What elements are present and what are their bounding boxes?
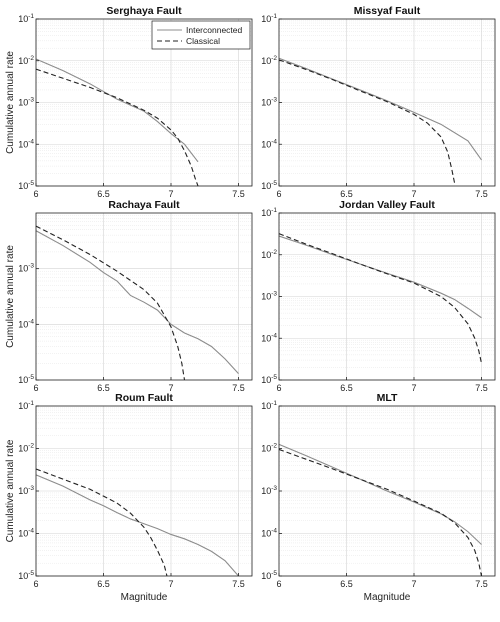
x-tick-label: 7	[411, 189, 416, 199]
series-interconnected-line	[35, 230, 239, 375]
y-tick-label: 10-2	[261, 443, 277, 454]
legend-label: Classical	[186, 36, 220, 46]
y-tick-label: 10-1	[18, 13, 34, 24]
series-classical-line	[278, 59, 456, 183]
panel-4: 6 6.5 7 7.5 10-5 10-4 10-3 10-2 10-1 Jordan Valle…	[261, 199, 496, 393]
y-tick-label: 10-1	[261, 400, 277, 411]
x-tick-label: 7	[168, 383, 173, 393]
x-tick-label: 6	[33, 383, 38, 393]
y-tick-label: 10-3	[18, 263, 34, 274]
y-tick-label: 10-4	[18, 318, 34, 329]
series-classical-line	[35, 468, 168, 577]
panel-3: 6 6.5 7 7.5 10-5 10-4 10-3 Rachaya Fault Cumulat…	[5, 199, 253, 393]
x-tick-label: 7	[411, 579, 416, 589]
panel-title: Missyaf Fault	[354, 5, 421, 17]
y-tick-label: 10-3	[261, 291, 277, 302]
x-tick-label: 6	[276, 383, 281, 393]
y-tick-label: 10-5	[261, 570, 277, 581]
x-tick-label: 6.5	[340, 189, 353, 199]
y-tick-label: 10-2	[261, 249, 277, 260]
y-axis-label: Cumulative annual rate	[5, 245, 16, 348]
x-tick-label: 7	[411, 383, 416, 393]
series-interconnected-line	[278, 443, 482, 545]
x-axis-label: Magnitude	[121, 592, 168, 603]
y-axis-label: Cumulative annual rate	[5, 51, 16, 154]
series-classical-line	[35, 225, 186, 381]
y-tick-label: 10-2	[18, 443, 34, 454]
legend-box	[151, 20, 251, 50]
panel-title: Roum Fault	[115, 392, 173, 404]
x-tick-label: 6.5	[97, 189, 110, 199]
x-axis-label: Magnitude	[364, 592, 411, 603]
y-tick-label: 10-5	[261, 374, 277, 385]
y-tick-label: 10-4	[261, 332, 277, 343]
series-interconnected-line	[278, 57, 482, 161]
x-tick-label: 6.5	[340, 579, 353, 589]
x-tick-label: 6.5	[97, 383, 110, 393]
y-axis-label: Cumulative annual rate	[5, 439, 16, 542]
x-tick-label: 6.5	[340, 383, 353, 393]
y-tick-label: 10-2	[18, 55, 34, 66]
y-tick-label: 10-1	[261, 207, 277, 218]
series-classical-line	[35, 68, 199, 187]
series-interconnected-line	[278, 235, 482, 319]
y-tick-label: 10-3	[261, 97, 277, 108]
x-tick-label: 7.5	[232, 383, 245, 393]
x-tick-label: 7	[168, 579, 173, 589]
y-tick-label: 10-5	[18, 570, 34, 581]
legend-label: Interconnected	[186, 25, 243, 35]
y-tick-label: 10-2	[261, 55, 277, 66]
x-tick-label: 6.5	[97, 579, 110, 589]
panel-title: Serghaya Fault	[106, 5, 182, 17]
panel-title: Rachaya Fault	[108, 199, 180, 211]
series-interconnected-line	[35, 58, 199, 163]
x-tick-label: 6	[33, 189, 38, 199]
y-tick-label: 10-5	[18, 374, 34, 385]
y-tick-label: 10-1	[18, 400, 34, 411]
y-tick-label: 10-4	[18, 138, 34, 149]
y-tick-label: 10-3	[18, 485, 34, 496]
panel-6: 6 6.5 7 7.5 10-5 10-4 10-3 10-2 10-1 MLT Magnitude	[261, 392, 496, 603]
x-tick-label: 6	[276, 189, 281, 199]
x-tick-label: 7.5	[232, 189, 245, 199]
x-tick-label: 7.5	[475, 579, 488, 589]
panel-title: MLT	[377, 392, 398, 404]
panel-2: 6 6.5 7 7.5 10-5 10-4 10-3 10-2 10-1 Missyaf Faul…	[261, 5, 496, 199]
panel-title: Jordan Valley Fault	[339, 199, 435, 211]
x-tick-label: 6	[33, 579, 38, 589]
series-classical-line	[278, 233, 483, 364]
y-tick-label: 10-5	[261, 180, 277, 191]
series-interconnected-line	[35, 474, 239, 577]
y-tick-label: 10-5	[18, 180, 34, 191]
y-tick-label: 10-3	[18, 97, 34, 108]
y-tick-label: 10-4	[18, 528, 34, 539]
y-tick-label: 10-4	[261, 138, 277, 149]
plot-area	[36, 213, 252, 380]
x-tick-label: 6	[276, 579, 281, 589]
x-tick-label: 7.5	[475, 189, 488, 199]
y-tick-label: 10-1	[261, 13, 277, 24]
y-tick-label: 10-4	[261, 528, 277, 539]
x-tick-label: 7.5	[475, 383, 488, 393]
x-tick-label: 7.5	[232, 579, 245, 589]
series-classical-line	[278, 448, 483, 577]
panel-5: 6 6.5 7 7.5 10-5 10-4 10-3 10-2 10-1 Roum Fault Cu…	[5, 392, 253, 603]
axes-box	[35, 212, 253, 381]
x-tick-label: 7	[168, 189, 173, 199]
y-tick-label: 10-3	[261, 485, 277, 496]
